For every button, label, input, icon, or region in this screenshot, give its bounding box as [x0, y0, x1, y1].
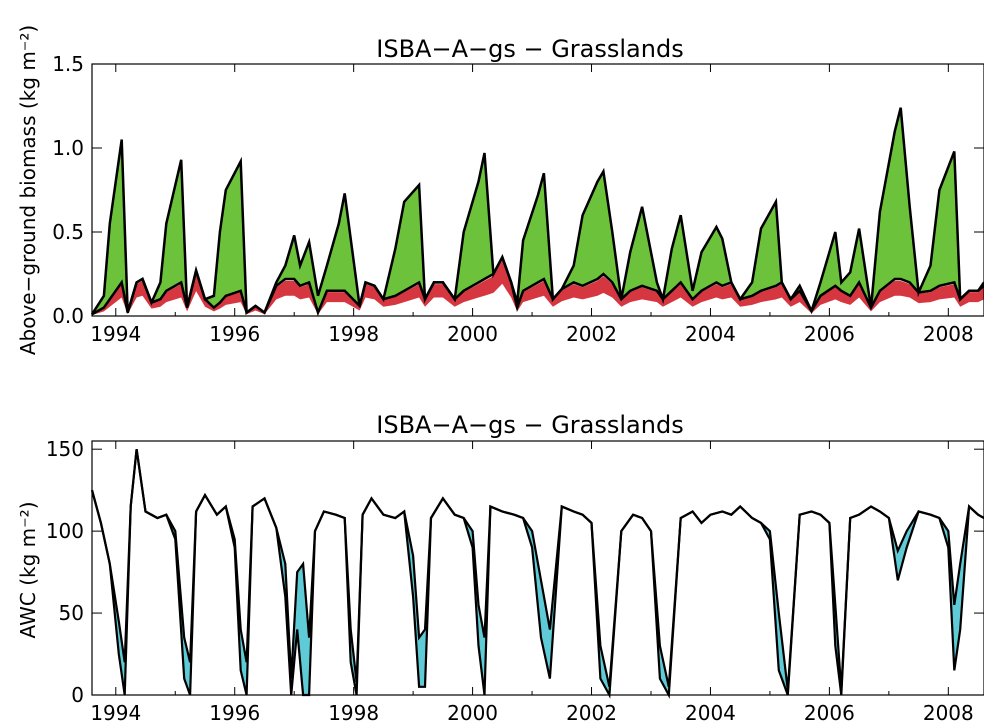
- biomass-fill-group: [92, 107, 984, 316]
- plot-frame: [91, 440, 984, 696]
- x-tick-label: 1994: [90, 701, 141, 725]
- x-tick-label: 2006: [804, 322, 855, 346]
- y-tick-label: 100: [46, 519, 84, 543]
- biomass-red-area: [92, 260, 984, 316]
- plot-frame: [91, 63, 984, 317]
- y-tick-label: 0.0: [52, 304, 84, 328]
- x-tick-label: 2008: [923, 701, 974, 725]
- chart-title: ISBA−A−gs − Grasslands: [376, 35, 683, 63]
- y-axis: 0 50 100 150: [46, 437, 984, 707]
- biomass-lower-line: [91, 254, 984, 317]
- y-axis-label: Above−ground biomass (kg m⁻²): [16, 25, 40, 355]
- y-tick-label: 1.5: [52, 52, 84, 76]
- x-tick-label: 1996: [209, 322, 260, 346]
- y-axis-label: AWC (kg m⁻²): [16, 502, 40, 639]
- x-tick-label: 2006: [804, 701, 855, 725]
- x-tick-label: 2000: [447, 322, 498, 346]
- x-tick-label: 1998: [328, 701, 379, 725]
- x-tick-label: 2004: [685, 322, 736, 346]
- y-tick-label: 150: [46, 437, 84, 461]
- y-axis: 0.0 0.5 1.0 1.5: [52, 52, 984, 328]
- awc-upper-line: [90, 449, 984, 691]
- x-tick-label: 1996: [209, 701, 260, 725]
- biomass-line-group: [90, 107, 984, 317]
- y-tick-label: 0: [71, 683, 84, 707]
- biomass-green-area: [92, 107, 984, 315]
- x-tick-label: 1994: [90, 322, 141, 346]
- awc-line-group: [90, 449, 984, 699]
- y-tick-label: 1.0: [52, 136, 84, 160]
- x-tick-label: 2002: [566, 701, 617, 725]
- x-tick-label: 2004: [685, 701, 736, 725]
- awc-fill-group: [92, 449, 984, 695]
- biomass-panel: ISBA−A−gs − Grasslands 1994 1996 1998 2000 2…: [16, 25, 984, 355]
- x-tick-label: 2008: [923, 322, 974, 346]
- awc-lower-line: [90, 449, 984, 699]
- x-axis: 1994 1996 1998 2000 2002 2004 2006 2008: [90, 64, 974, 346]
- x-tick-label: 2002: [566, 322, 617, 346]
- awc-panel: ISBA−A−gs − Grasslands 1994 1996 1998 2000 2…: [16, 411, 984, 725]
- biomass-upper-line: [90, 107, 984, 316]
- awc-cyan-area: [92, 449, 984, 695]
- chart-title: ISBA−A−gs − Grasslands: [376, 411, 683, 439]
- x-tick-label: 2000: [447, 701, 498, 725]
- y-tick-label: 0.5: [52, 220, 84, 244]
- x-axis: 1994 1996 1998 2000 2002 2004 2006 2008: [90, 441, 974, 725]
- x-tick-label: 1998: [328, 322, 379, 346]
- y-tick-label: 50: [59, 601, 84, 625]
